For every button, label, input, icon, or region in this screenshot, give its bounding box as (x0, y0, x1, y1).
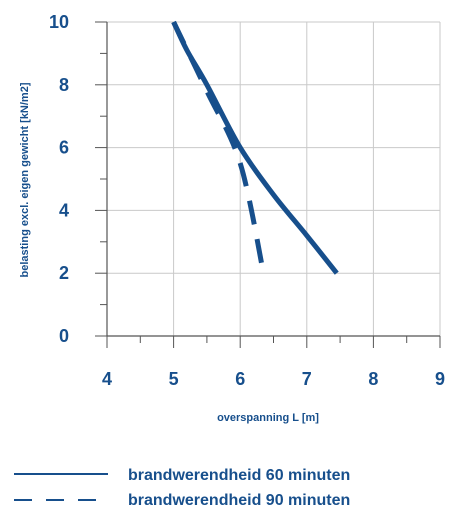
y-tick-label-2: 2 (59, 263, 69, 283)
series-lines (171, 20, 339, 275)
grid (106, 21, 441, 337)
legend-label-60-minuten: brandwerendheid 60 minuten (128, 467, 350, 484)
series-line-60-minuten (171, 20, 339, 275)
y-tick-label-10: 10 (49, 12, 69, 32)
axes (95, 21, 441, 348)
y-tick-label-6: 6 (59, 138, 69, 158)
y-tick-label-4: 4 (59, 200, 69, 220)
y-tick-labels: 0 2 4 6 8 10 (49, 12, 69, 346)
x-axis-label: overspanning L [m] (217, 412, 319, 424)
x-tick-label-5: 5 (169, 369, 179, 389)
legend-label-90-minuten: brandwerendheid 90 minuten (128, 492, 350, 509)
x-tick-label-9: 9 (435, 369, 445, 389)
y-tick-label-0: 0 (59, 326, 69, 346)
x-tick-label-7: 7 (302, 369, 312, 389)
y-axis-label: belasting excl. eigen gewicht [kN/m2] (19, 82, 31, 277)
x-tick-label-8: 8 (368, 369, 378, 389)
y-tick-label-8: 8 (59, 75, 69, 95)
series-line-90-minuten (171, 20, 266, 274)
x-tick-labels: 4 5 6 7 8 9 (102, 369, 445, 389)
x-tick-label-6: 6 (235, 369, 245, 389)
legend: brandwerendheid 60 minuten brandwerendhe… (14, 467, 350, 509)
x-tick-label-4: 4 (102, 369, 112, 389)
